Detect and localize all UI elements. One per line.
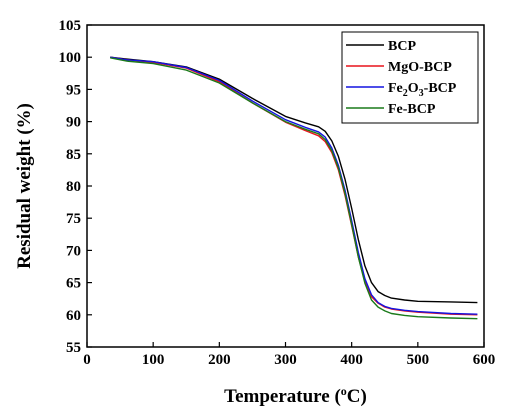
y-tick-label: 105 (59, 18, 82, 34)
y-axis-title: Residual weight (%) (14, 103, 35, 269)
y-tick-label: 95 (66, 82, 81, 98)
x-tick-label: 500 (407, 352, 430, 368)
legend: BCP MgO-BCP Fe2O3-BCP Fe-BCP (341, 31, 479, 124)
legend-label: MgO-BCP (388, 60, 452, 75)
x-axis-title-degree: o (341, 384, 347, 398)
series-layer (110, 56, 478, 320)
y-tick-label: 55 (66, 340, 81, 356)
x-tick-label: 0 (83, 352, 91, 368)
y-tick-label: 60 (66, 308, 81, 324)
series-line-bcp (110, 56, 478, 304)
x-tick-label: 300 (274, 352, 297, 368)
x-tick-label: 100 (142, 352, 165, 368)
legend-label: BCP (388, 39, 416, 54)
y-tick-label: 85 (66, 147, 81, 163)
x-tick-label: 400 (340, 352, 363, 368)
y-tick-label: 100 (59, 50, 82, 66)
x-axis-title-text: Temperature ( (224, 386, 341, 407)
y-tick-label: 70 (66, 243, 81, 259)
y-tick-label: 65 (66, 276, 81, 292)
y-tick-label: 80 (66, 179, 81, 195)
x-axis-title-unit: C) (347, 386, 367, 407)
legend-label: Fe-BCP (388, 102, 436, 117)
tick-layer: 0 100 200 300 400 500 600 55 60 65 70 75 80 85 90 95 100… (59, 18, 496, 368)
x-axis-title: Temperature (oC) (224, 384, 367, 407)
x-tick-label: 600 (473, 352, 496, 368)
y-tick-label: 75 (66, 211, 81, 227)
x-tick-label: 200 (208, 352, 231, 368)
series-line-fe2o3-bcp (110, 56, 478, 315)
legend-label: Fe2O3-BCP (388, 81, 457, 99)
y-tick-label: 90 (66, 115, 81, 131)
series-line-fe-bcp (110, 57, 478, 320)
